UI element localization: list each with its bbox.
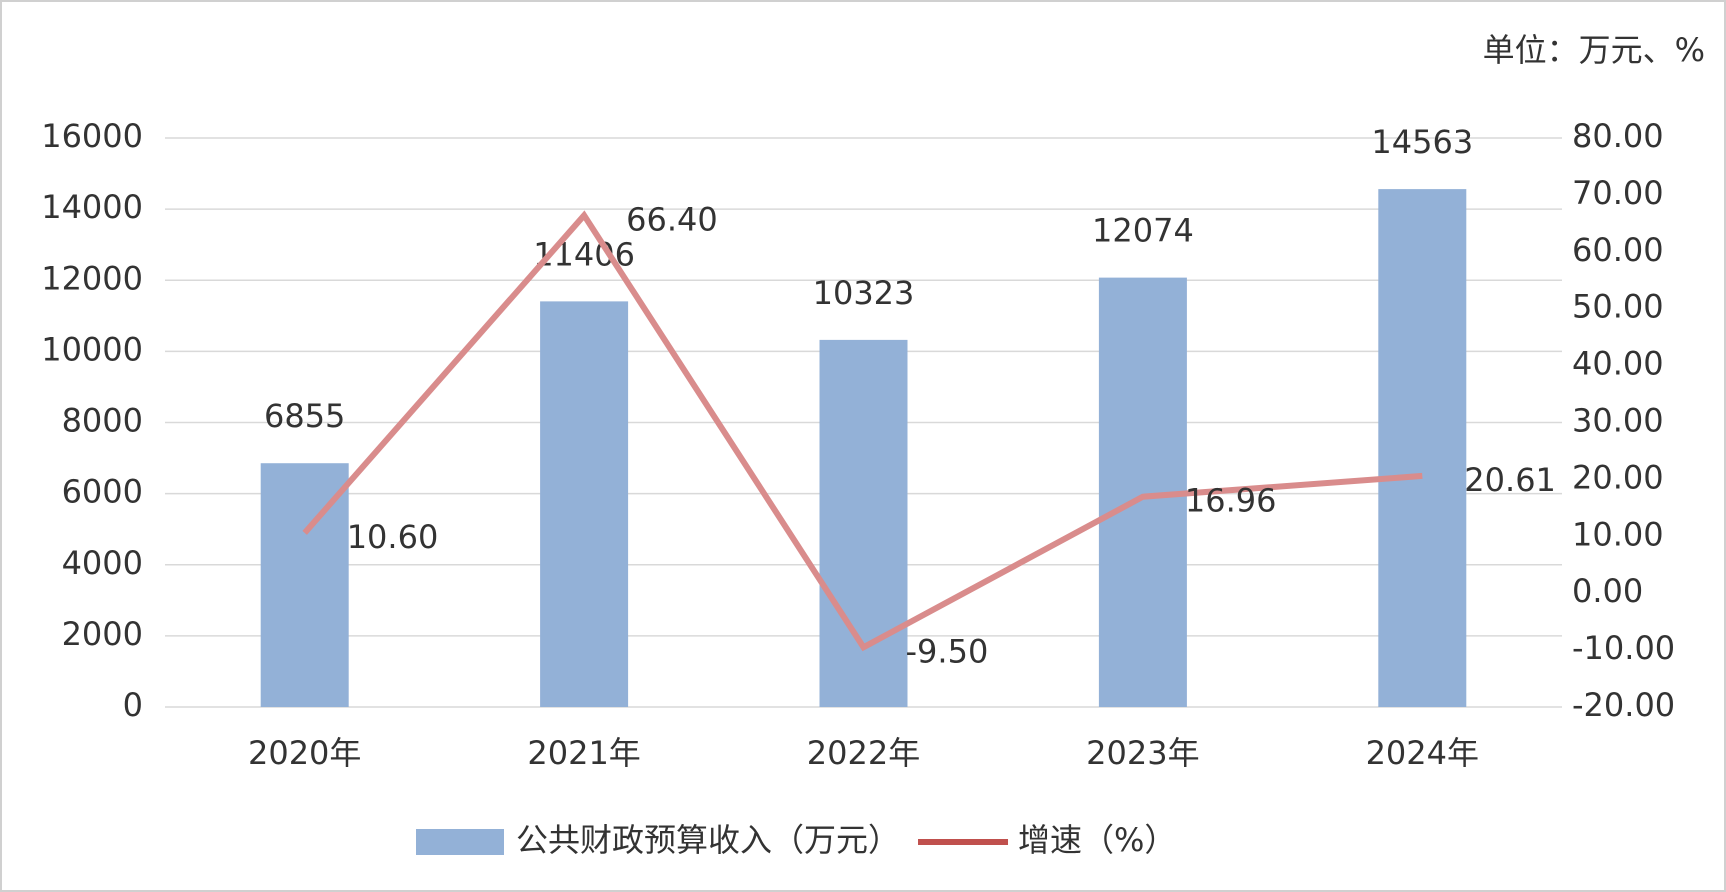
y-tick-label: 12000 [41,259,143,297]
y-tick-label: 6000 [62,473,143,511]
y2-tick-label: 10.00 [1572,515,1664,553]
y2-tick-label: 40.00 [1572,345,1664,383]
y-tick-label: 0 [123,686,143,724]
y2-tick-label: 20.00 [1572,458,1664,496]
y2-tick-label: 80.00 [1572,117,1664,155]
y2-tick-label: 50.00 [1572,288,1664,326]
x-tick-label: 2024年 [1366,734,1479,772]
bar-value-label: 6855 [264,397,345,435]
y2-tick-label: -20.00 [1572,686,1675,724]
line-value-label: 20.61 [1464,461,1556,499]
y-tick-label: 10000 [41,330,143,368]
line-value-label: 10.60 [347,518,439,556]
legend-swatch [416,829,504,855]
y2-tick-label: 0.00 [1572,572,1643,610]
line-value-label: -9.50 [906,632,989,670]
line-value-label: 16.96 [1185,482,1277,520]
y2-tick-label: 60.00 [1572,231,1664,269]
y2-tick-label: -10.00 [1572,629,1675,667]
bar-value-label: 10323 [813,274,915,312]
bar-value-label: 14563 [1371,123,1473,161]
line [302,210,1423,652]
x-tick-label: 2023年 [1086,734,1199,772]
y-tick-label: 14000 [41,188,143,226]
legend-label: 公共财政预算收入（万元） [516,821,900,859]
y2-tick-label: 70.00 [1572,174,1664,212]
y-tick-label: 4000 [62,544,143,582]
bar-value-label: 12074 [1092,212,1194,250]
x-tick-label: 2022年 [807,734,920,772]
x-tick-label: 2020年 [248,734,361,772]
legend-label: 增速（%） [1018,821,1176,859]
x-tick-label: 2021年 [527,734,640,772]
y-tick-label: 2000 [62,615,143,653]
unit-note: 单位：万元、% [1483,31,1705,69]
bar [1378,189,1467,707]
y-tick-label: 8000 [62,402,143,440]
y2-tick-label: 30.00 [1572,402,1664,440]
line-value-label: 66.40 [626,200,718,238]
bar [540,301,629,707]
bar [819,339,908,707]
y-tick-label: 16000 [41,117,143,155]
